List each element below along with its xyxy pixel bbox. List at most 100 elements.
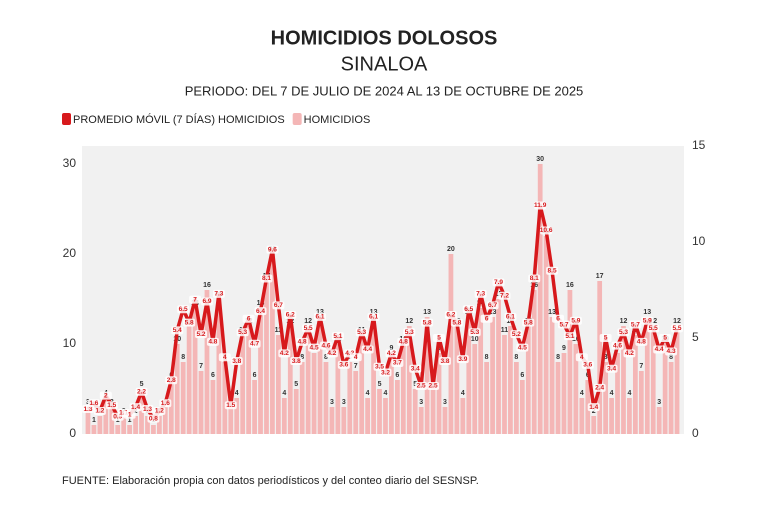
line-label-box	[159, 399, 172, 408]
bar	[644, 317, 650, 434]
bar-value-label: 7	[639, 363, 643, 370]
line-value-label: 5.2	[512, 331, 521, 338]
bar	[460, 398, 466, 434]
bar-value-label: 8	[324, 354, 328, 361]
line-value-label: 6.2	[286, 312, 295, 319]
bar	[430, 380, 436, 434]
bar	[341, 407, 347, 434]
line-label-box	[93, 406, 106, 415]
bar-value-label: 5	[140, 381, 144, 388]
line-value-label: 6.5	[179, 306, 188, 313]
line-value-label: 8.1	[262, 275, 271, 282]
line-label-box	[135, 387, 148, 396]
line-label-box	[450, 318, 463, 327]
line-value-label: 5.8	[185, 319, 194, 326]
line-value-label: 3.8	[440, 358, 449, 365]
line-label-box	[403, 328, 416, 337]
line-label-box	[587, 403, 600, 412]
line-value-label: 9.6	[268, 246, 277, 253]
bar	[668, 362, 674, 434]
bar-value-label: 3	[342, 399, 346, 406]
line-value-label: 3.8	[232, 358, 241, 365]
line-label-box	[254, 307, 267, 316]
line-label-box	[415, 382, 428, 390]
line-value-label: 1.5	[107, 402, 116, 409]
legend-swatch	[62, 113, 71, 125]
y-tick-label: 20	[63, 246, 77, 260]
bar-value-label: 8	[669, 354, 673, 361]
bar	[347, 362, 353, 434]
line-value-label: 6.9	[202, 298, 211, 305]
line-label-box	[528, 274, 541, 283]
line-value-label: 4.8	[637, 339, 646, 346]
bar	[531, 290, 537, 434]
line-value-label: 6.5	[464, 306, 473, 313]
line-label-box	[534, 201, 547, 210]
line-value-label: 4.3	[667, 348, 676, 355]
line-value-label: 5.7	[559, 321, 568, 328]
line-value-label: 1	[128, 412, 132, 419]
line-label-box	[141, 405, 154, 414]
legend: PROMEDIO MÓVIL (7 DÍAS) HOMICIDIOS HOMICI…	[62, 113, 370, 126]
bar	[210, 380, 216, 434]
bar	[621, 326, 626, 434]
line-value-label: 7.3	[214, 291, 223, 298]
line-label-box	[165, 376, 178, 385]
line-label-box	[266, 245, 279, 254]
line-value-label: 4	[354, 354, 358, 361]
line-value-label: 4.2	[327, 350, 336, 357]
line-value-label: 2	[104, 392, 108, 399]
line-label-box	[99, 391, 112, 400]
line-value-label: 4.8	[208, 339, 217, 346]
bar	[323, 362, 329, 434]
line-value-label: 7	[193, 296, 197, 303]
line-label-box	[331, 332, 344, 341]
line-label-box	[605, 364, 618, 373]
line-value-label: 3.4	[607, 365, 616, 372]
bar	[513, 362, 519, 434]
bar	[490, 317, 495, 434]
line-value-label: 3.4	[411, 365, 420, 372]
bar	[198, 371, 204, 434]
line-value-label: 5.5	[649, 325, 658, 332]
legend-label: PROMEDIO MÓVIL (7 DÍAS) HOMICIDIOS	[73, 113, 285, 126]
line-value-label: 5.2	[197, 331, 206, 338]
bar-value-label: 13	[489, 309, 497, 316]
line-value-label: 4	[580, 354, 584, 361]
bar-value-label: 4	[580, 390, 584, 397]
bar	[258, 308, 263, 434]
line-label-box	[314, 312, 327, 321]
bar	[305, 326, 311, 434]
bar	[151, 425, 156, 434]
line-label-box	[433, 334, 446, 342]
line-label-box	[260, 274, 273, 283]
line-value-label: 1.6	[161, 400, 170, 407]
y-tick-label: 10	[63, 336, 77, 350]
line-value-label: 7.2	[500, 292, 509, 299]
line-label-box	[409, 364, 422, 373]
bar-value-label: 3	[657, 399, 661, 406]
line-label-box	[242, 314, 255, 323]
line-value-label: 5.3	[357, 329, 366, 336]
line-value-label: 4.8	[399, 339, 408, 346]
line-label-box	[284, 310, 297, 319]
bar-value-label: 4	[610, 390, 614, 397]
line-value-label: 4	[223, 354, 227, 361]
bar	[335, 344, 341, 434]
line-label-box	[647, 324, 660, 333]
bar-value-label: 13	[643, 309, 651, 316]
line-value-label: 5.3	[238, 329, 247, 336]
bar-value-label: 12	[405, 318, 413, 325]
line-value-label: 0.8	[149, 415, 158, 422]
bar-value-label: 4	[461, 390, 465, 397]
line-label-box	[230, 357, 243, 366]
line-label-box	[629, 320, 642, 329]
bar-value-label: 10	[572, 336, 580, 343]
bar	[436, 353, 442, 434]
bar-value-label: 13	[316, 309, 324, 316]
bar	[389, 353, 394, 434]
line-value-label: 5.4	[173, 327, 182, 334]
line-label-box	[421, 318, 434, 327]
line-label-box	[189, 295, 202, 304]
line-label-box	[355, 328, 368, 337]
